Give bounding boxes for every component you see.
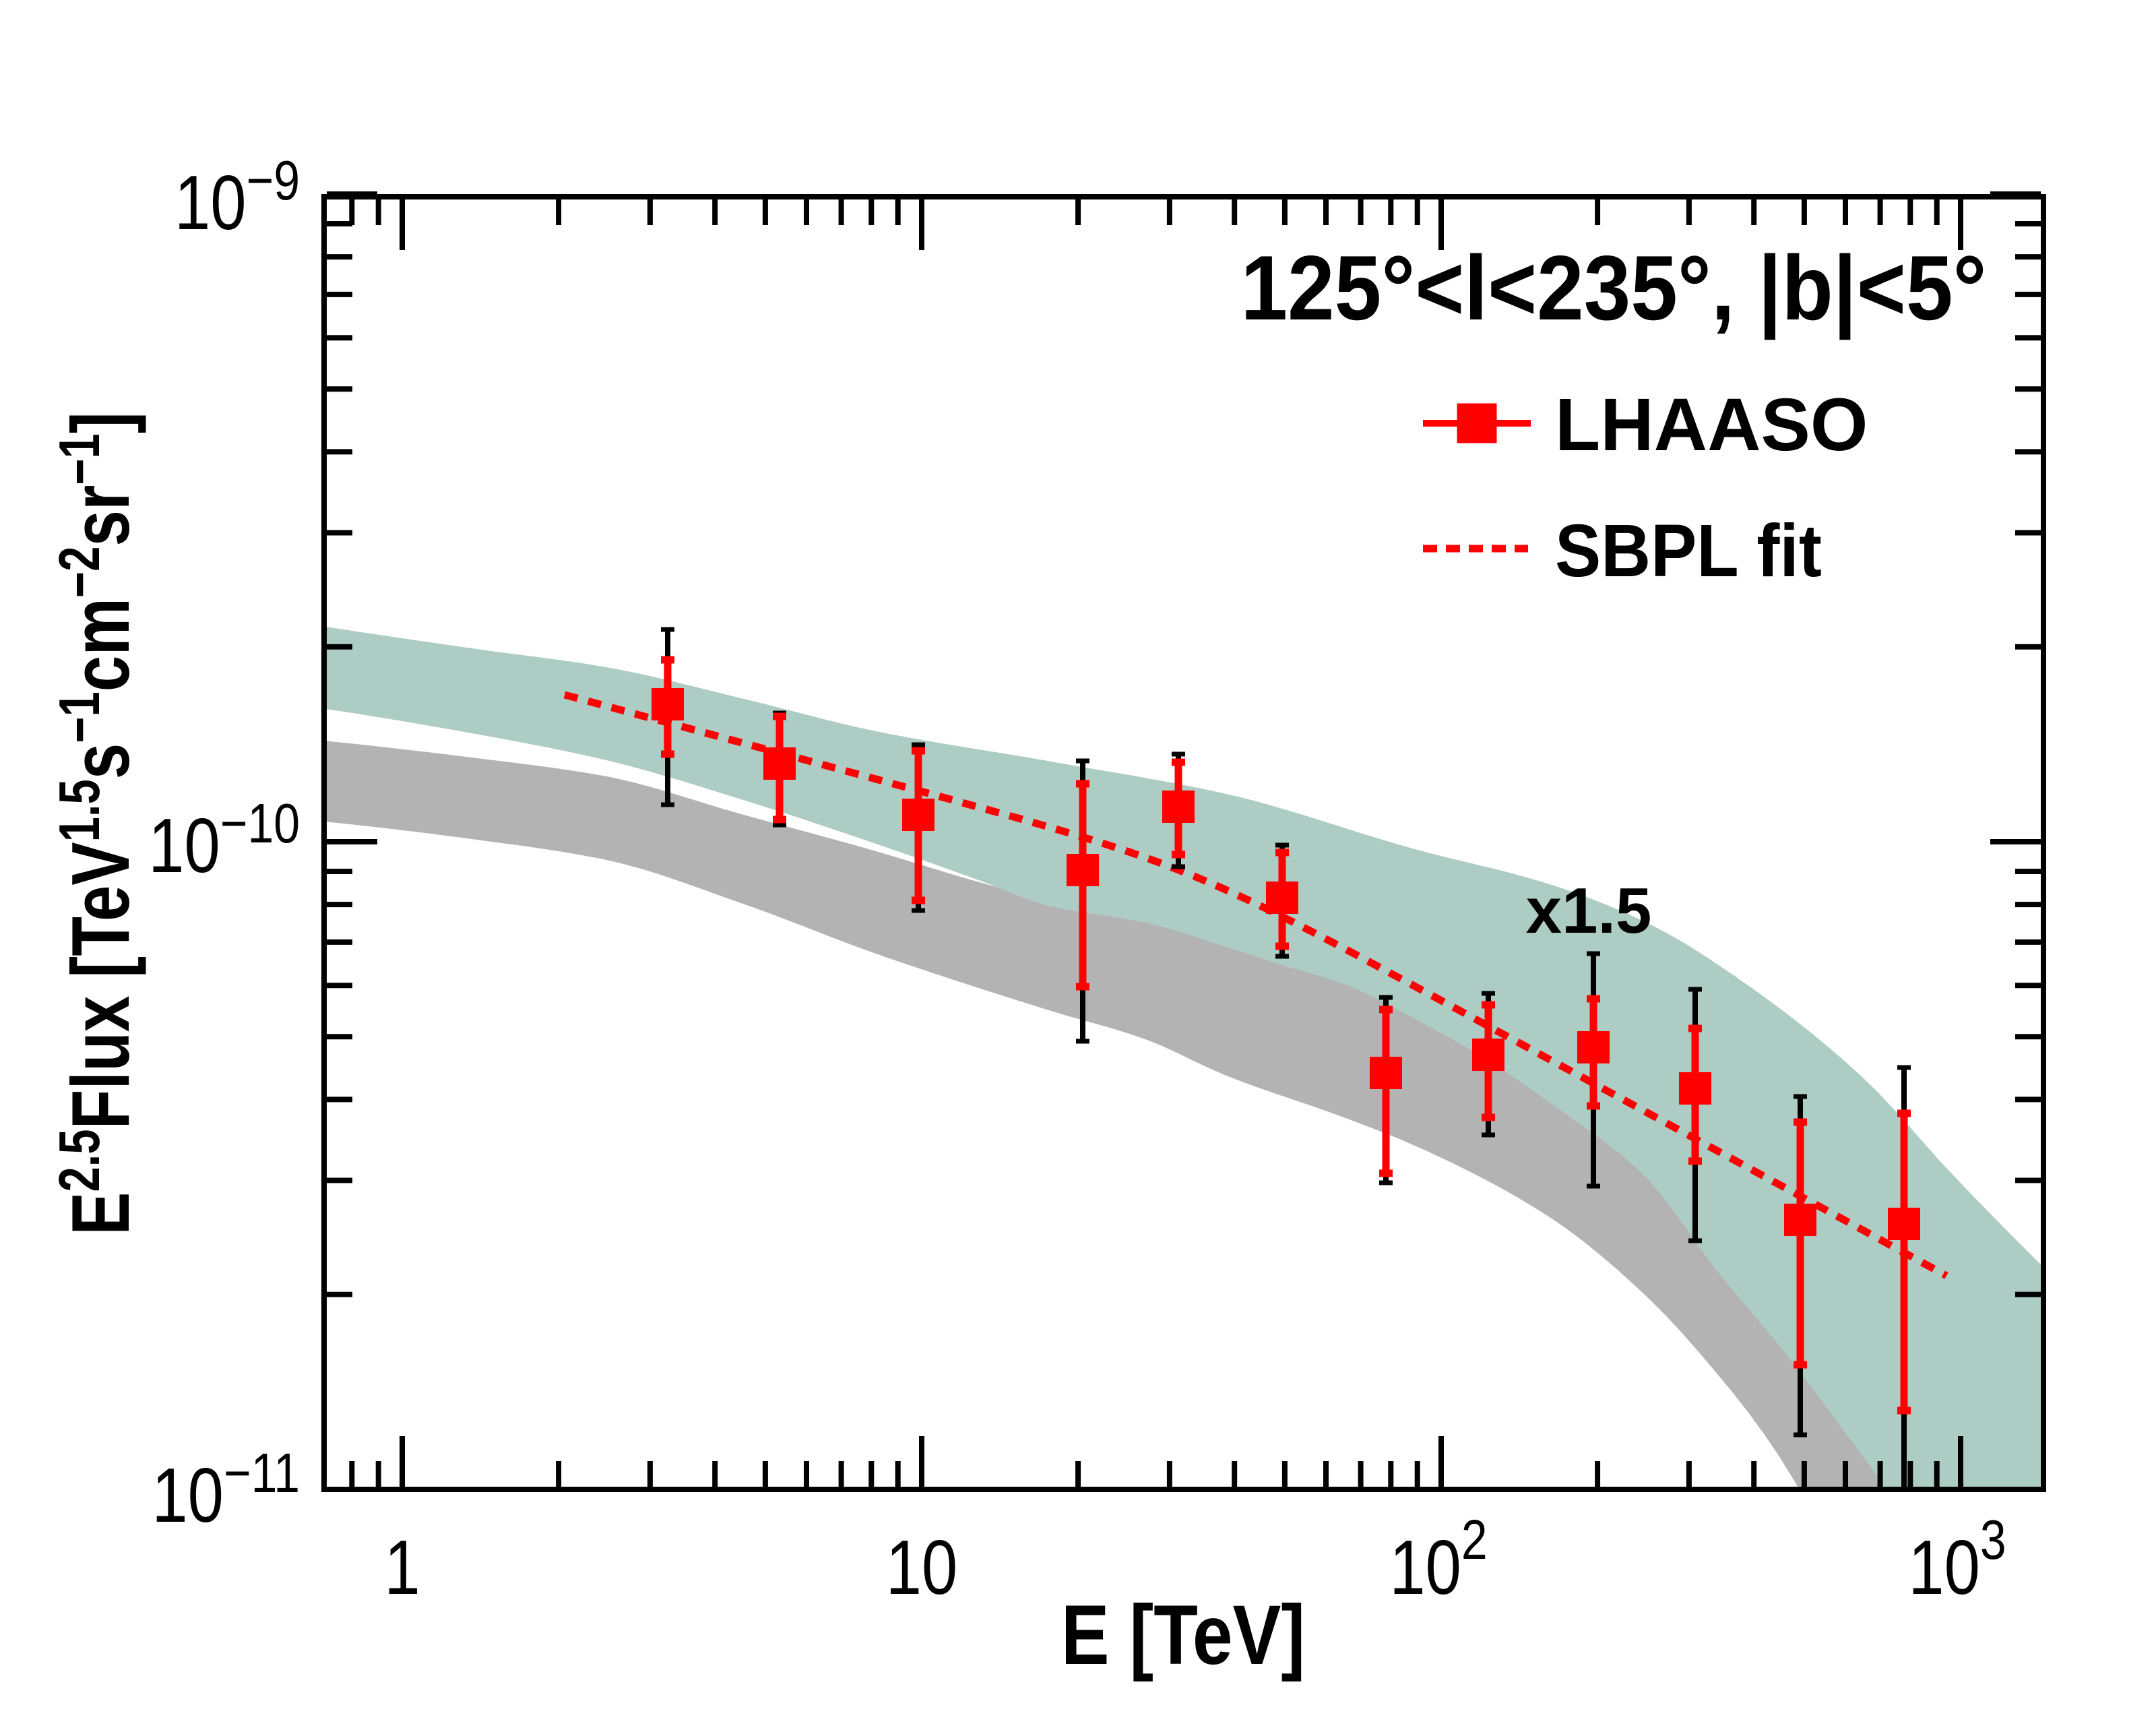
- svg-text:125°<l<235°, |b|<5°: 125°<l<235°, |b|<5°: [1240, 237, 1986, 340]
- svg-text:x1.5: x1.5: [1526, 875, 1652, 947]
- svg-text:10: 10: [886, 1525, 958, 1611]
- svg-text:1: 1: [384, 1525, 420, 1611]
- svg-text:SBPL fit: SBPL fit: [1555, 509, 1822, 592]
- svg-text:E2.5Flux [TeV1.5s−1cm−2sr−1]: E2.5Flux [TeV1.5s−1cm−2sr−1]: [49, 412, 147, 1235]
- svg-text:E [TeV]: E [TeV]: [1061, 1587, 1305, 1681]
- svg-text:LHAASO: LHAASO: [1555, 383, 1868, 466]
